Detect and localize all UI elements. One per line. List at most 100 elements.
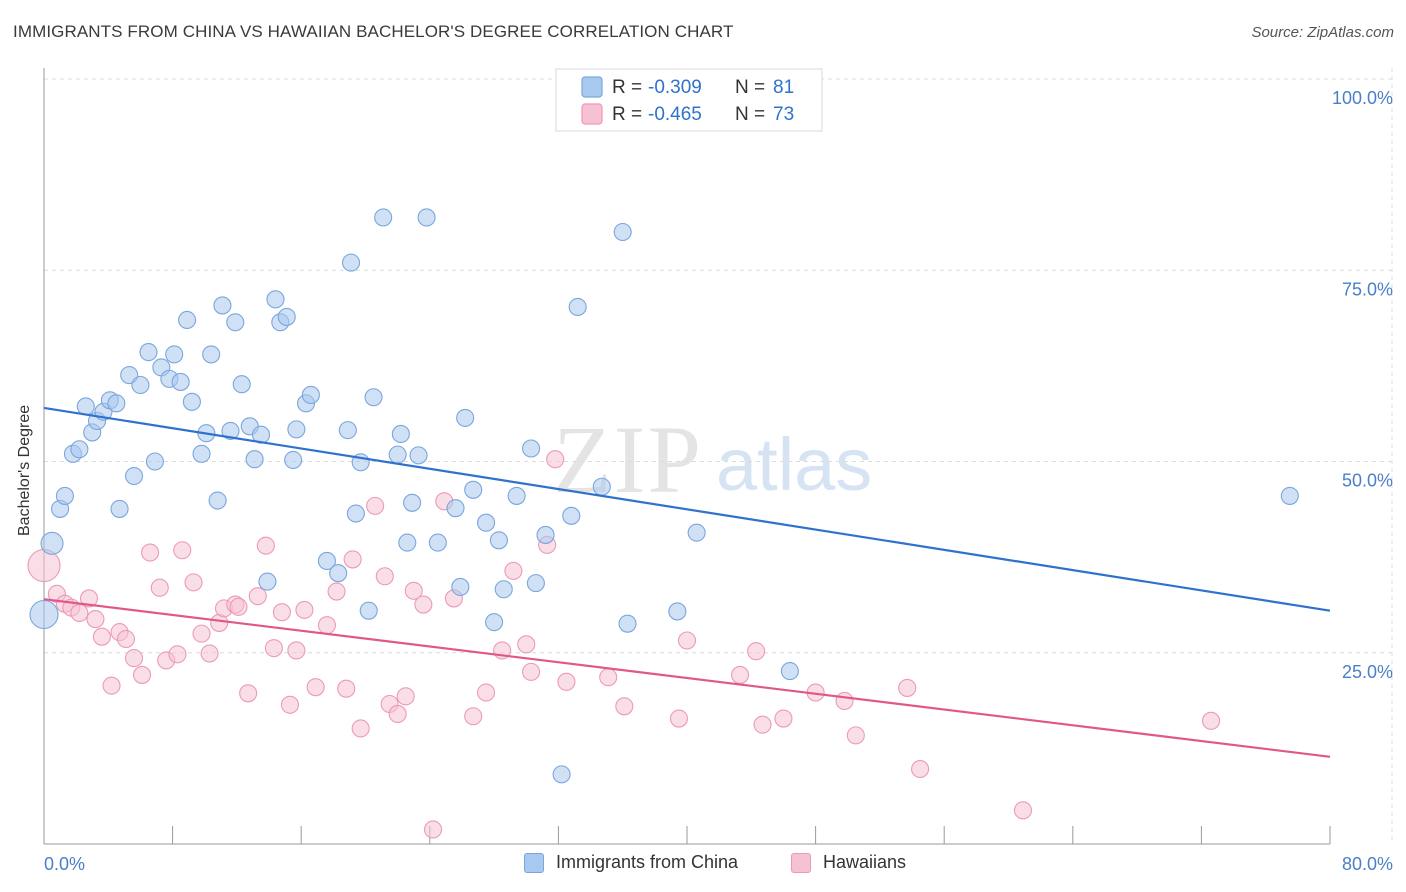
china-point-60 [451,577,470,597]
hawaiians-point-44 [404,581,423,600]
china-point-55 [403,493,422,512]
china-point-17 [145,452,164,471]
trend-lines [43,406,1331,758]
legend-r-label-hawaiians: R = [612,104,642,125]
china-point-28 [213,296,232,315]
china-point-40 [287,420,306,439]
legend-item-hawaiians: Hawaiians [791,852,906,873]
hawaiians-point-52 [504,561,523,580]
china-point-47 [346,504,365,523]
legend-swatch-china [581,76,603,98]
china-point-61 [456,408,475,427]
china-point-54 [398,533,417,552]
legend-bottom-swatch-hawaiians [791,852,811,873]
china-point-69 [526,574,545,593]
hawaiians-point-24 [229,597,248,616]
y-tick-label-75: 75.0% [1342,279,1393,299]
china-point-11 [107,394,126,413]
china-point-75 [613,222,632,242]
y-tick-label-50: 50.0% [1342,471,1393,491]
china-point-65 [489,531,508,550]
source-label: Source: ZipAtlas.com [1251,24,1394,41]
hawaiians-point-27 [256,536,275,555]
hawaiians-point-61 [677,631,697,650]
hawaiians-point-16 [168,645,187,664]
china-point-39 [284,450,303,470]
hawaiians-point-34 [317,616,336,635]
hawaiians-point-29 [272,603,291,622]
hawaiians-point-50 [477,683,496,702]
china-point-56 [409,446,428,465]
hawaiians-point-6 [86,610,105,629]
hawaiians-point-69 [898,678,917,697]
x-tick-labels: 0.0% 80.0% [44,854,1393,874]
hawaiians-point-42 [388,704,407,724]
hawaiians-point-28 [264,639,283,658]
china-point-43 [317,551,336,571]
china-point-71 [552,765,571,784]
hawaiians-point-56 [546,450,565,469]
hawaiians-point-11 [124,649,144,668]
hawaiians-point-59 [615,697,634,716]
legend-n-value-china: 81 [773,77,794,98]
china-point-38 [277,307,296,326]
hawaiians-point-35 [327,582,346,601]
legend-item-china: Immigrants from China [524,852,738,873]
china-point-20 [165,345,184,364]
china-point-66 [494,580,513,599]
china-point-46 [341,253,361,272]
hawaiians-point-17 [173,541,192,560]
hawaiians-point-8 [102,676,121,695]
china-point-21 [171,372,190,391]
china-point-72 [562,506,581,525]
hawaiians-points [27,450,1221,839]
hawaiians-point-67 [835,691,854,710]
hawaiians-point-32 [295,600,314,619]
x-tick-label-min: 0.0% [44,854,85,874]
china-point-16 [139,343,158,362]
china-point-52 [388,445,407,464]
legend-top: R = -0.309 N = 81 R = -0.465 N = 73 [555,68,823,132]
china-point-27 [208,491,227,510]
china-point-63 [477,513,496,532]
hawaiians-point-49 [464,707,483,726]
legend-r-value-hawaiians: -0.465 [648,104,702,125]
watermark: ZIP atlas [553,406,872,513]
china-point-14 [124,466,144,486]
china-point-45 [338,421,357,440]
china-point-23 [182,392,201,411]
china-points [29,208,1299,784]
legend-bottom-swatch-china [524,852,544,873]
china-point-12 [110,499,129,518]
legend-r-label-china: R = [612,77,642,98]
china-point-5 [70,440,89,459]
china-point-26 [202,345,221,364]
china-point-77 [668,602,687,621]
china-point-76 [618,614,637,633]
china-point-36 [266,290,285,309]
hawaiians-point-58 [599,668,618,687]
hawaiians-point-26 [248,587,267,606]
china-point-59 [446,499,465,518]
legend-bottom-label-hawaiians: Hawaiians [823,852,907,872]
china-point-50 [364,388,383,407]
hawaiians-point-5 [79,589,99,608]
hawaiians-point-72 [1201,711,1221,730]
china-point-67 [507,486,526,505]
hawaiians-point-71 [1013,801,1033,820]
legend-bottom-label-china: Immigrants from China [556,852,739,872]
hawaiians-point-39 [366,496,385,515]
china-point-0 [40,531,64,555]
china-point-64 [485,613,504,632]
hawaiians-point-64 [753,715,772,734]
hawaiians-point-38 [351,719,370,738]
china-point-3 [55,486,74,505]
china-point-73 [568,297,587,317]
china-point-35 [258,572,277,591]
hawaiians-point-60 [669,709,689,728]
hawaiians-point-36 [337,679,356,698]
legend-n-label-china: N = [735,77,765,98]
hawaiians-point-7 [92,627,111,646]
legend-n-label-hawaiians: N = [735,104,765,125]
china-point-15 [131,375,150,395]
